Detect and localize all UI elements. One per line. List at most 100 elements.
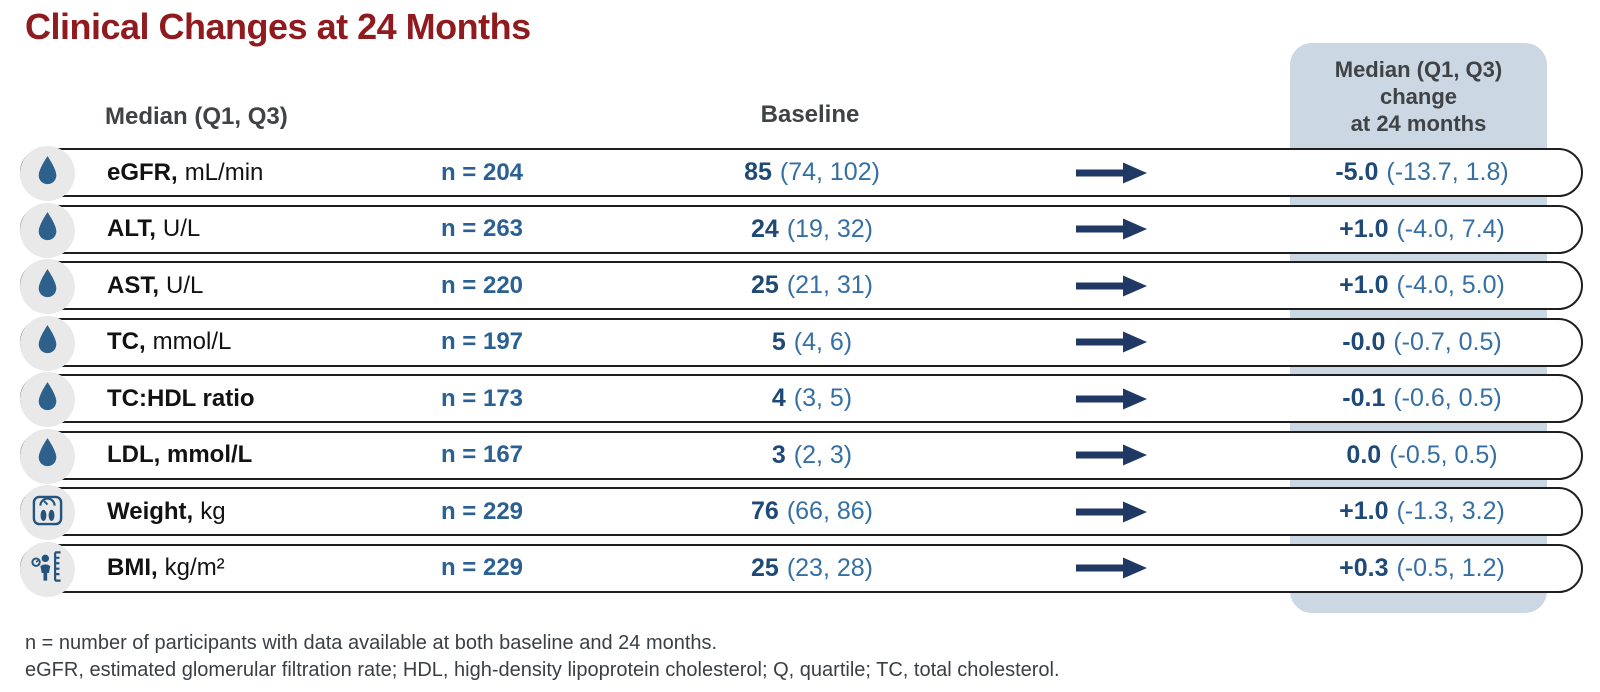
baseline-median: 25 [751, 271, 779, 299]
change-quartiles: (-0.5, 1.2) [1396, 553, 1505, 582]
baseline-quartiles: (74, 102) [779, 158, 880, 186]
droplet-icon [34, 381, 61, 419]
footnote-n-definition: n = number of participants with data ava… [25, 632, 718, 654]
footnote-abbreviations: eGFR, estimated glomerular filtration ra… [25, 659, 1060, 681]
row-icon-circle [20, 485, 75, 540]
change-column-header: Median (Q1, Q3) change at 24 months [1290, 56, 1547, 137]
table-row: Weight, kg n = 229 76 (66, 86) +1.0 (-1.3, … [20, 485, 1585, 540]
baseline-quartiles: (3, 5) [793, 384, 853, 412]
footnotes: n = number of participants with data ava… [25, 630, 1060, 684]
baseline-median: 24 [751, 214, 779, 243]
change-median: 0.0 [1346, 440, 1382, 469]
table-row: eGFR, mL/min n = 204 85 (74, 102) -5.0 (-13… [20, 146, 1585, 201]
baseline-quartiles: (4, 6) [793, 327, 853, 356]
row-n-count: n = 204 [440, 158, 524, 186]
row-n-count: n = 263 [440, 215, 524, 242]
row-label: ALT, U/L [107, 215, 372, 243]
row-baseline-value: 4 (3, 5) [592, 384, 1032, 413]
change-quartiles: (-13.7, 1.8) [1386, 158, 1509, 186]
median-column-header: Median (Q1, Q3) [105, 103, 288, 130]
droplet-icon [34, 324, 61, 362]
baseline-quartiles: (66, 86) [786, 497, 873, 525]
change-median: -0.1 [1342, 384, 1386, 412]
baseline-median: 76 [751, 497, 779, 525]
row-n-count: n = 229 [440, 497, 524, 525]
row-n-count: n = 167 [440, 441, 524, 468]
change-quartiles: (-0.6, 0.5) [1393, 384, 1502, 412]
change-median: +1.0 [1339, 271, 1389, 299]
row-baseline-value: 25 (23, 28) [592, 554, 1032, 583]
baseline-median: 85 [744, 158, 772, 186]
row-n-count: n = 173 [440, 384, 524, 412]
row-change-value: 0.0 (-0.5, 0.5) [1259, 441, 1585, 470]
row-icon-circle [20, 146, 75, 201]
scale-icon [29, 492, 66, 534]
row-label-unit: kg/m² [164, 554, 225, 581]
row-label: eGFR, mL/min [107, 159, 372, 187]
row-label-unit: U/L [166, 271, 204, 299]
row-icon-circle [20, 202, 75, 258]
change-median: -0.0 [1342, 327, 1386, 356]
change-header-line2: change [1379, 84, 1458, 109]
row-icon-circle [20, 259, 75, 314]
change-quartiles: (-4.0, 7.4) [1396, 214, 1505, 243]
arrow-right-icon [1032, 443, 1192, 467]
arrow-right-icon [1032, 217, 1192, 241]
row-label-name: eGFR, [107, 158, 178, 186]
row-change-value: -0.1 (-0.6, 0.5) [1259, 384, 1585, 413]
row-change-value: +1.0 (-4.0, 5.0) [1259, 271, 1585, 300]
droplet-icon [34, 268, 61, 306]
baseline-median: 4 [771, 384, 786, 412]
change-quartiles: (-0.5, 0.5) [1389, 440, 1498, 469]
row-label-name: AST, [107, 271, 160, 299]
row-change-value: -5.0 (-13.7, 1.8) [1259, 158, 1585, 187]
row-label: LDL, mmol/L [107, 441, 372, 469]
row-baseline-value: 24 (19, 32) [592, 215, 1032, 244]
baseline-quartiles: (19, 32) [786, 214, 873, 243]
row-label-name: TC, [107, 328, 146, 355]
baseline-quartiles: (23, 28) [786, 553, 873, 582]
row-baseline-value: 76 (66, 86) [592, 497, 1032, 526]
row-change-value: +1.0 (-1.3, 3.2) [1259, 497, 1585, 526]
row-label-name: Weight, [107, 497, 194, 525]
row-n-count: n = 197 [440, 328, 524, 355]
row-icon-circle [20, 428, 75, 484]
row-label: Weight, kg [107, 498, 372, 526]
table-row: LDL, mmol/L n = 167 3 (2, 3) 0.0 (-0.5, 0.… [20, 428, 1585, 484]
row-label: AST, U/L [107, 272, 372, 300]
row-label-name: LDL, mmol/L [107, 441, 253, 468]
row-label-unit: kg [200, 497, 226, 525]
table-row: BMI, kg/m² n = 229 25 (23, 28) +0.3 (-0.5, … [20, 541, 1585, 597]
row-baseline-value: 3 (2, 3) [592, 441, 1032, 470]
row-label-unit: U/L [162, 215, 201, 242]
arrow-right-icon [1032, 161, 1192, 185]
row-label-name: ALT, [107, 215, 156, 242]
row-baseline-value: 5 (4, 6) [592, 328, 1032, 357]
change-header-line1: Median (Q1, Q3) [1334, 57, 1503, 82]
row-label-unit: mL/min [184, 158, 264, 186]
page-title: Clinical Changes at 24 Months [25, 6, 531, 47]
row-label-name: TC:HDL ratio [107, 384, 255, 412]
droplet-icon [34, 211, 61, 249]
change-header-line3: at 24 months [1350, 111, 1487, 136]
baseline-median: 25 [751, 553, 779, 582]
table-row: ALT, U/L n = 263 24 (19, 32) +1.0 (-4.0, 7.… [20, 202, 1583, 258]
bmi-icon [29, 548, 66, 590]
table-row: AST, U/L n = 220 25 (21, 31) +1.0 (-4.0, 5.… [20, 259, 1585, 314]
arrow-right-icon [1032, 330, 1192, 354]
row-icon-circle [20, 372, 75, 427]
baseline-median: 3 [771, 440, 786, 469]
change-median: +1.0 [1339, 497, 1389, 525]
table-row: TC, mmol/L n = 197 5 (4, 6) -0.0 (-0.7, 0.5… [20, 315, 1583, 371]
row-label-unit: mmol/L [152, 328, 232, 355]
droplet-icon [34, 437, 61, 475]
change-median: +0.3 [1339, 553, 1389, 582]
row-label: BMI, kg/m² [107, 554, 372, 582]
change-quartiles: (-0.7, 0.5) [1393, 327, 1502, 356]
baseline-quartiles: (2, 3) [793, 440, 853, 469]
row-label-name: BMI, [107, 554, 158, 581]
arrow-right-icon [1032, 387, 1192, 411]
row-change-value: +0.3 (-0.5, 1.2) [1259, 554, 1585, 583]
clinical-table: eGFR, mL/min n = 204 85 (74, 102) -5.0 (-13… [20, 146, 1585, 600]
change-quartiles: (-4.0, 5.0) [1396, 271, 1505, 299]
